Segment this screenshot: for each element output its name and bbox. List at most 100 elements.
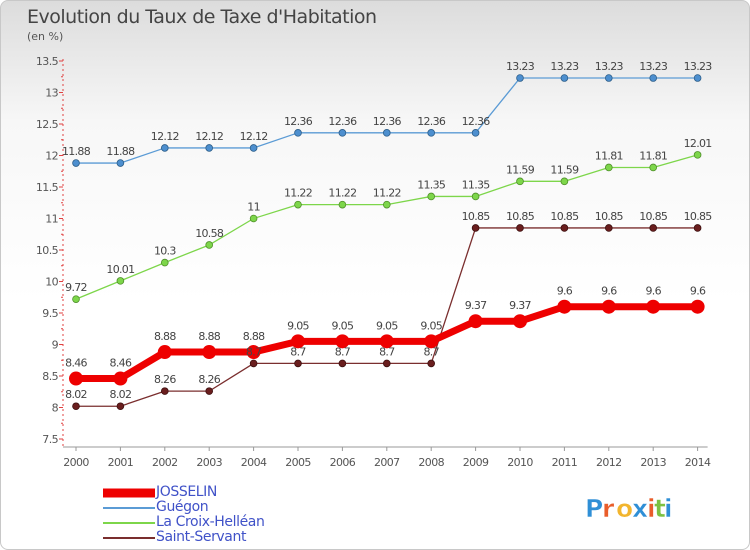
- y-tick-label: 9: [52, 339, 59, 352]
- data-point: [601, 299, 616, 314]
- data-point: [113, 371, 128, 386]
- data-point: [516, 177, 524, 186]
- data-label: 9.05: [376, 319, 398, 332]
- data-point: [427, 129, 436, 137]
- series-josselin: [69, 299, 705, 386]
- data-point: [246, 345, 261, 360]
- data-point: [205, 387, 214, 395]
- logo-letter: i: [647, 494, 656, 523]
- data-point: [335, 334, 350, 349]
- data-point: [116, 277, 125, 285]
- data-point: [249, 359, 258, 368]
- data-label: 10.01: [106, 263, 134, 276]
- logo-letter: r: [602, 494, 615, 523]
- logo-letter: x: [632, 494, 648, 523]
- y-tick-label: 7.5: [42, 433, 58, 446]
- data-label: 11.35: [417, 178, 446, 191]
- x-tick-label: 2004: [241, 456, 267, 469]
- data-point: [294, 200, 302, 209]
- data-label: 8.7: [423, 345, 439, 358]
- line-chart: 7.5 8 8.5 9 9.5 10 10.5 11 11.5 12 12.5 13 13.5 2000 2…: [36, 55, 713, 469]
- data-label: 11.88: [106, 145, 135, 158]
- data-point: [72, 402, 80, 411]
- data-point: [382, 129, 391, 137]
- data-point: [116, 402, 125, 411]
- x-tick-label: 2003: [196, 456, 222, 469]
- series-line: [75, 154, 698, 300]
- data-label: 9.6: [690, 285, 706, 298]
- data-point: [157, 345, 172, 360]
- data-point: [604, 74, 613, 82]
- y-tick-label: 11: [45, 213, 58, 226]
- data-label: 12.36: [417, 115, 446, 128]
- y-tick-label: 12.5: [36, 118, 59, 131]
- data-point: [604, 163, 613, 172]
- data-label: 10.85: [462, 210, 491, 223]
- series-la-croix-hell-an: [72, 151, 702, 303]
- data-label: 11.88: [62, 145, 91, 158]
- legend-swatch: [103, 488, 155, 497]
- data-label: 12.12: [195, 130, 223, 143]
- data-label: 12.36: [462, 115, 491, 128]
- x-tick-label: 2007: [374, 456, 400, 469]
- data-point: [205, 144, 214, 152]
- x-tick-label: 2006: [330, 456, 356, 469]
- data-point: [560, 224, 569, 232]
- data-point: [72, 159, 80, 167]
- data-point: [560, 74, 569, 82]
- data-point: [249, 214, 258, 223]
- chart-title: Evolution du Taux de Taxe d'Habitation: [27, 6, 377, 28]
- x-tick-label: 2011: [552, 456, 578, 469]
- legend-label: Saint-Servant: [156, 529, 247, 545]
- data-label: 12.12: [240, 130, 268, 143]
- data-label: 9.6: [557, 285, 573, 298]
- y-tick-label: 13.5: [36, 55, 59, 68]
- x-tick-label: 2005: [285, 456, 311, 469]
- data-label: 11.81: [595, 149, 623, 162]
- data-label: 9.05: [420, 319, 442, 332]
- data-label: 11.81: [639, 149, 667, 162]
- data-label: 8.46: [65, 357, 87, 370]
- data-label: 13.23: [595, 60, 624, 73]
- data-label: 8.46: [110, 357, 132, 370]
- data-point: [427, 359, 436, 368]
- x-tick-label: 2002: [152, 456, 178, 469]
- data-label: 9.37: [465, 299, 487, 312]
- y-tick-label: 10: [45, 276, 58, 289]
- legend-label: JOSSELIN: [156, 484, 217, 500]
- data-point: [693, 224, 702, 232]
- data-point: [693, 74, 702, 82]
- data-label: 12.01: [684, 137, 712, 150]
- data-label: 8.7: [335, 345, 351, 358]
- data-label: 9.6: [601, 285, 617, 298]
- data-point: [338, 359, 347, 368]
- y-tick-label: 8.5: [42, 370, 58, 383]
- data-point: [516, 224, 524, 232]
- data-point: [693, 151, 702, 159]
- data-label: 8.7: [290, 345, 306, 358]
- x-tick-label: 2008: [418, 456, 444, 469]
- data-point: [560, 177, 569, 186]
- data-label: 10.85: [506, 210, 535, 223]
- data-label: 11.22: [373, 187, 401, 200]
- data-label: 12.36: [373, 115, 402, 128]
- data-label: 11: [247, 201, 260, 214]
- data-label: 8.88: [243, 330, 265, 343]
- data-point: [72, 295, 80, 303]
- y-tick-label: 13: [45, 87, 58, 100]
- data-label: 10.85: [595, 210, 624, 223]
- data-point: [382, 200, 391, 209]
- data-label: 10.85: [684, 210, 713, 223]
- data-point: [116, 159, 125, 167]
- data-point: [294, 129, 302, 137]
- data-label: 11.59: [550, 163, 579, 176]
- data-point: [338, 129, 347, 137]
- y-tick-label: 12: [45, 150, 58, 163]
- legend-swatch: [103, 506, 155, 509]
- data-point: [516, 74, 524, 82]
- x-tick-label: 2009: [463, 456, 489, 469]
- legend-label: La Croix-Helléan: [156, 514, 265, 530]
- data-label: 11.22: [284, 187, 312, 200]
